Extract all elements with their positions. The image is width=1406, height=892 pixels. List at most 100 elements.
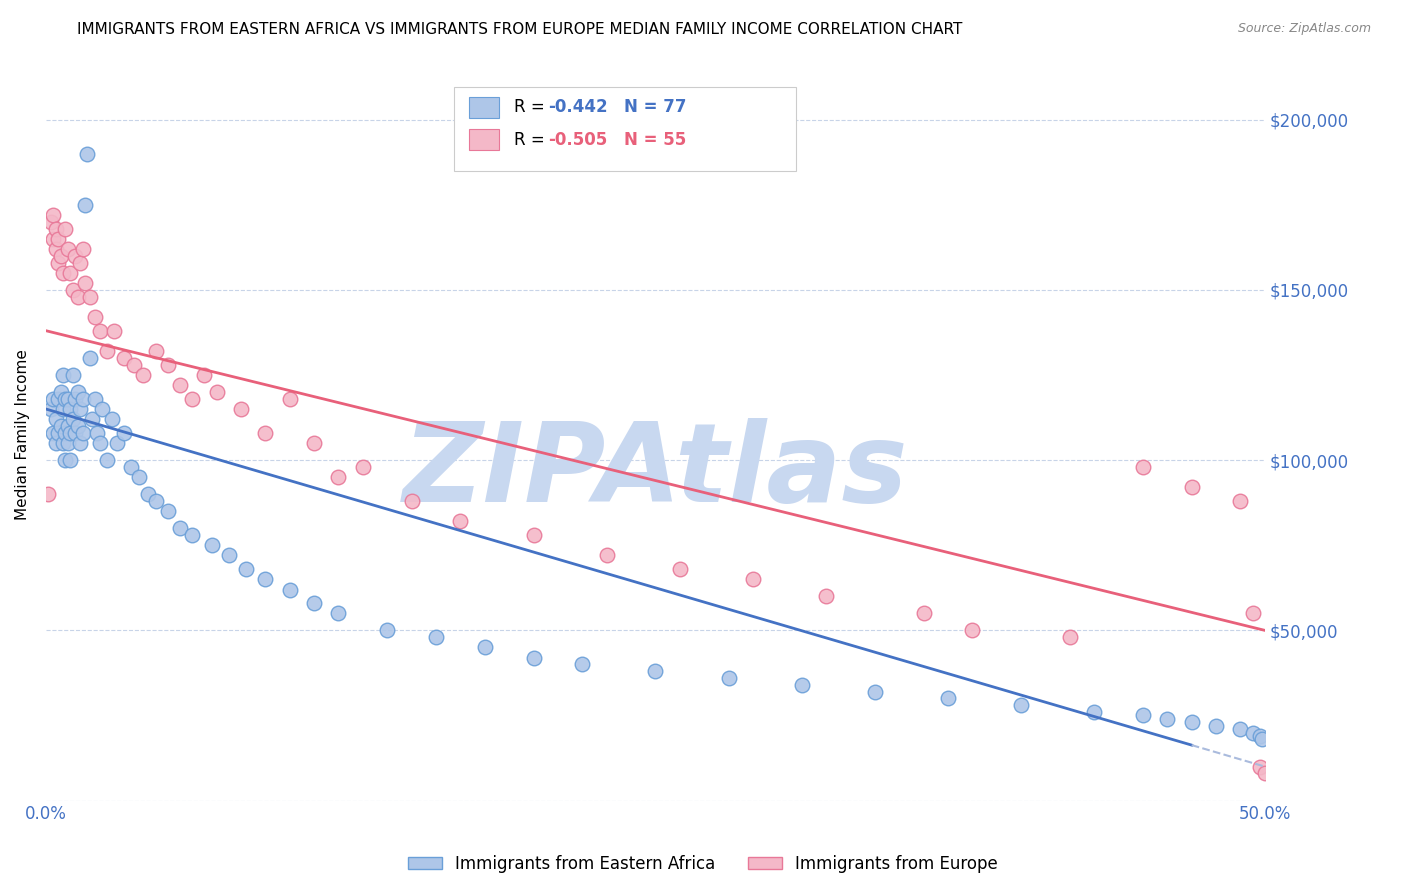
Point	[1205, 719, 1227, 733]
Point	[45, 412, 67, 426]
Point	[328, 607, 350, 621]
Point	[112, 351, 135, 365]
FancyBboxPatch shape	[470, 97, 499, 118]
Point	[79, 351, 101, 365]
Point	[69, 402, 91, 417]
Text: -0.505: -0.505	[548, 130, 607, 149]
Point	[122, 358, 145, 372]
Point	[56, 242, 79, 256]
Point	[1181, 715, 1204, 730]
Point	[55, 453, 77, 467]
Point	[375, 624, 398, 638]
Point	[72, 242, 94, 256]
Point	[83, 392, 105, 406]
Point	[401, 494, 423, 508]
Point	[181, 528, 204, 542]
Point	[145, 494, 167, 508]
Point	[193, 368, 215, 382]
Point	[55, 221, 77, 235]
Point	[49, 249, 72, 263]
Point	[474, 640, 496, 655]
Point	[42, 392, 65, 406]
Point	[39, 215, 62, 229]
Point	[1059, 630, 1081, 644]
Point	[72, 425, 94, 440]
Point	[302, 596, 325, 610]
Point	[55, 425, 77, 440]
Point	[91, 402, 114, 417]
Point	[89, 436, 111, 450]
Point	[912, 607, 935, 621]
Point	[42, 208, 65, 222]
Point	[132, 368, 155, 382]
Point	[45, 242, 67, 256]
Point	[522, 528, 544, 542]
Point	[352, 459, 374, 474]
Point	[52, 436, 75, 450]
Point	[1083, 705, 1105, 719]
Text: R =: R =	[515, 130, 550, 149]
Point	[59, 425, 82, 440]
Point	[79, 290, 101, 304]
Point	[205, 384, 228, 399]
Point	[37, 487, 59, 501]
Point	[59, 266, 82, 280]
Text: -0.442: -0.442	[548, 98, 607, 116]
Point	[69, 436, 91, 450]
FancyBboxPatch shape	[470, 129, 499, 150]
Legend: Immigrants from Eastern Africa, Immigrants from Europe: Immigrants from Eastern Africa, Immigran…	[402, 848, 1004, 880]
Point	[82, 412, 104, 426]
Point	[76, 146, 98, 161]
Point	[449, 515, 471, 529]
Point	[56, 436, 79, 450]
Point	[1132, 459, 1154, 474]
Point	[101, 412, 124, 426]
Point	[103, 324, 125, 338]
Point	[425, 630, 447, 644]
Point	[56, 419, 79, 434]
Point	[571, 657, 593, 672]
Point	[72, 392, 94, 406]
FancyBboxPatch shape	[454, 87, 796, 171]
Point	[62, 412, 84, 426]
Point	[83, 310, 105, 324]
Point	[45, 221, 67, 235]
Y-axis label: Median Family Income: Median Family Income	[15, 349, 30, 520]
Point	[1156, 712, 1178, 726]
Point	[1241, 725, 1264, 739]
Point	[936, 691, 959, 706]
Point	[254, 572, 277, 586]
Point	[815, 590, 838, 604]
Point	[66, 290, 89, 304]
Point	[46, 255, 69, 269]
Point	[1254, 766, 1277, 780]
Point	[39, 402, 62, 417]
Point	[962, 624, 984, 638]
Point	[790, 678, 813, 692]
Text: R =: R =	[515, 98, 550, 116]
Point	[96, 344, 118, 359]
Point	[595, 549, 617, 563]
Text: IMMIGRANTS FROM EASTERN AFRICA VS IMMIGRANTS FROM EUROPE MEDIAN FAMILY INCOME CO: IMMIGRANTS FROM EASTERN AFRICA VS IMMIGR…	[77, 22, 963, 37]
Point	[181, 392, 204, 406]
Point	[49, 419, 72, 434]
Point	[156, 504, 179, 518]
Point	[235, 562, 257, 576]
Point	[65, 249, 87, 263]
Point	[522, 650, 544, 665]
Point	[644, 664, 666, 678]
Point	[717, 671, 740, 685]
Point	[169, 378, 191, 392]
Point	[1241, 607, 1264, 621]
Point	[112, 425, 135, 440]
Point	[169, 521, 191, 535]
Point	[49, 384, 72, 399]
Point	[120, 459, 142, 474]
Point	[105, 436, 128, 450]
Point	[156, 358, 179, 372]
Point	[56, 392, 79, 406]
Point	[1229, 494, 1251, 508]
Text: N = 77: N = 77	[624, 98, 686, 116]
Point	[128, 470, 150, 484]
Point	[218, 549, 240, 563]
